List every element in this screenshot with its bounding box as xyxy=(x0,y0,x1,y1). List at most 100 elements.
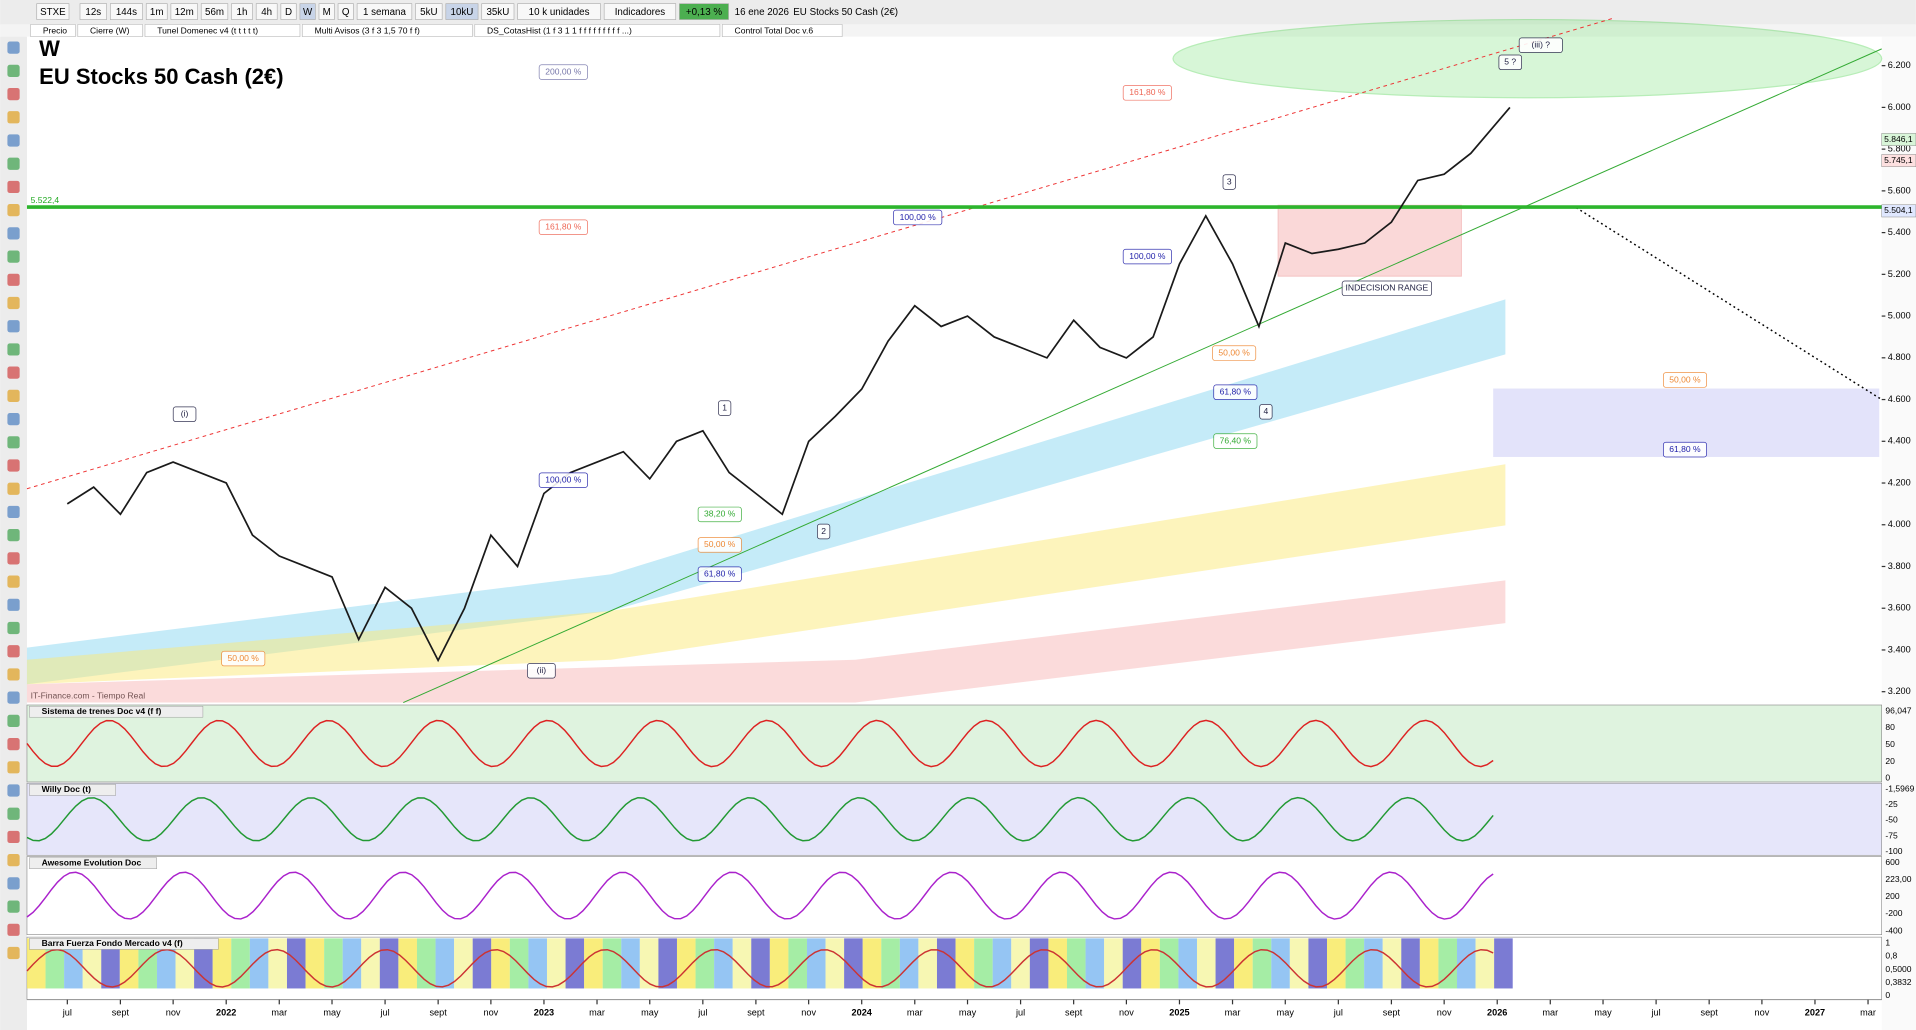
tool-icon[interactable] xyxy=(7,482,20,495)
interval-button-bg[interactable] xyxy=(145,3,168,20)
tool-icon[interactable] xyxy=(7,575,20,588)
tool-icon[interactable] xyxy=(7,204,20,217)
units-button[interactable]: 10kU xyxy=(451,7,474,18)
panel-tab[interactable] xyxy=(29,857,157,869)
interval-button-bg[interactable] xyxy=(231,3,253,20)
panel-tab[interactable] xyxy=(29,705,204,718)
interval-button[interactable]: Q xyxy=(342,7,350,18)
study-label[interactable]: Precio xyxy=(43,25,67,35)
tool-icon[interactable] xyxy=(7,296,20,310)
study-tab[interactable] xyxy=(474,24,721,37)
interval-button[interactable]: 56m xyxy=(205,7,224,18)
tool-icon[interactable] xyxy=(7,854,20,867)
tool-icon[interactable] xyxy=(7,250,20,263)
panel-tab[interactable] xyxy=(29,784,116,796)
units-button-bg[interactable] xyxy=(445,3,479,20)
interval-button-bg[interactable] xyxy=(280,3,297,20)
study-label[interactable]: Control Total Doc v.6 xyxy=(735,25,814,35)
interval-button-bg[interactable] xyxy=(337,3,354,20)
tool-icon[interactable] xyxy=(7,134,20,147)
interval-button-bg[interactable] xyxy=(200,3,229,20)
tool-icon[interactable] xyxy=(7,598,20,611)
interval-button[interactable]: 144s xyxy=(116,7,137,18)
tool-icon[interactable] xyxy=(7,343,20,356)
units-button[interactable]: 35kU xyxy=(486,7,509,18)
x-tick-label: nov xyxy=(1437,1007,1452,1017)
price-marker-label: 5.846,1 xyxy=(1884,134,1913,144)
tool-icon[interactable] xyxy=(7,157,20,170)
change-badge[interactable]: +0,13 % xyxy=(686,7,722,18)
panel-stripe xyxy=(194,938,213,989)
panel-tab[interactable] xyxy=(29,938,219,950)
interval-button[interactable]: 1m xyxy=(150,7,164,18)
study-label[interactable]: DS_CotasHist (1 f 3 1 1 f f f f f f f f … xyxy=(487,25,632,35)
change-badge-bg[interactable] xyxy=(679,3,729,20)
period-select[interactable]: 1 semana xyxy=(363,7,406,18)
indicators-button-bg[interactable] xyxy=(603,3,677,20)
annotation-box xyxy=(538,64,588,80)
symbol-select-bg[interactable] xyxy=(36,3,70,20)
study-tab[interactable] xyxy=(144,24,301,37)
study-tab[interactable] xyxy=(302,24,473,37)
units-button-bg[interactable] xyxy=(481,3,515,20)
tool-icon[interactable] xyxy=(7,180,20,194)
tool-icon[interactable] xyxy=(7,436,20,449)
interval-button[interactable]: 1h xyxy=(237,7,248,18)
study-tab[interactable] xyxy=(30,24,76,37)
tool-icon[interactable] xyxy=(7,877,20,890)
interval-button[interactable]: D xyxy=(285,7,292,18)
interval-button[interactable]: M xyxy=(323,7,331,18)
interval-button-bg[interactable] xyxy=(170,3,198,20)
study-label[interactable]: Tunel Domenec v4 (t t t t t) xyxy=(157,25,258,35)
interval-button-bg[interactable] xyxy=(109,3,143,20)
tool-icon[interactable] xyxy=(7,320,20,333)
tool-icon[interactable] xyxy=(7,830,20,844)
interval-button[interactable]: 12s xyxy=(85,7,101,18)
tool-icon[interactable] xyxy=(7,389,20,402)
tool-icon[interactable] xyxy=(7,87,20,101)
indicators-button[interactable]: Indicadores xyxy=(615,7,666,18)
interval-button-bg[interactable] xyxy=(79,3,107,20)
tool-icon[interactable] xyxy=(7,807,20,820)
interval-button-bg[interactable] xyxy=(255,3,278,20)
study-label[interactable]: Cierre (W) xyxy=(90,25,130,35)
study-tab[interactable] xyxy=(77,24,143,37)
tool-icon[interactable] xyxy=(7,923,20,936)
tool-icon[interactable] xyxy=(7,459,20,472)
tool-icon[interactable] xyxy=(7,761,20,774)
units-select-bg[interactable] xyxy=(517,3,601,20)
tool-icon[interactable] xyxy=(7,691,20,704)
tool-icon[interactable] xyxy=(7,900,20,913)
tool-icon[interactable] xyxy=(7,621,20,635)
tool-icon[interactable] xyxy=(7,505,20,519)
tool-icon[interactable] xyxy=(7,227,20,240)
tool-icon[interactable] xyxy=(7,737,20,751)
panel-stripe xyxy=(955,938,975,989)
tool-icon[interactable] xyxy=(7,366,20,379)
tool-icon[interactable] xyxy=(7,64,20,77)
period-select-bg[interactable] xyxy=(356,3,413,20)
interval-button-bg[interactable] xyxy=(299,3,316,20)
tool-icon[interactable] xyxy=(7,714,20,727)
tool-icon[interactable] xyxy=(7,784,20,797)
tool-icon[interactable] xyxy=(7,111,20,124)
study-tab[interactable] xyxy=(722,24,843,37)
units-select[interactable]: 10 k unidades xyxy=(529,7,590,18)
interval-button[interactable]: 4h xyxy=(261,7,272,18)
units-button-bg[interactable] xyxy=(415,3,443,20)
tool-icon[interactable] xyxy=(7,645,20,658)
panel-curve xyxy=(26,948,1494,988)
tool-icon[interactable] xyxy=(7,41,20,54)
tool-icon[interactable] xyxy=(7,273,20,286)
tool-icon[interactable] xyxy=(7,552,20,565)
tool-icon[interactable] xyxy=(7,668,20,681)
tool-icon[interactable] xyxy=(7,529,20,542)
units-button[interactable]: 5kU xyxy=(420,7,437,18)
tool-icon[interactable] xyxy=(7,412,20,426)
interval-button[interactable]: W xyxy=(303,7,313,18)
interval-button[interactable]: 12m xyxy=(175,7,194,18)
symbol-select[interactable]: STXE xyxy=(40,7,66,18)
study-label[interactable]: Multi Avisos (3 f 3 1,5 70 f f) xyxy=(315,25,420,35)
interval-button-bg[interactable] xyxy=(318,3,335,20)
tool-icon[interactable] xyxy=(7,946,20,960)
